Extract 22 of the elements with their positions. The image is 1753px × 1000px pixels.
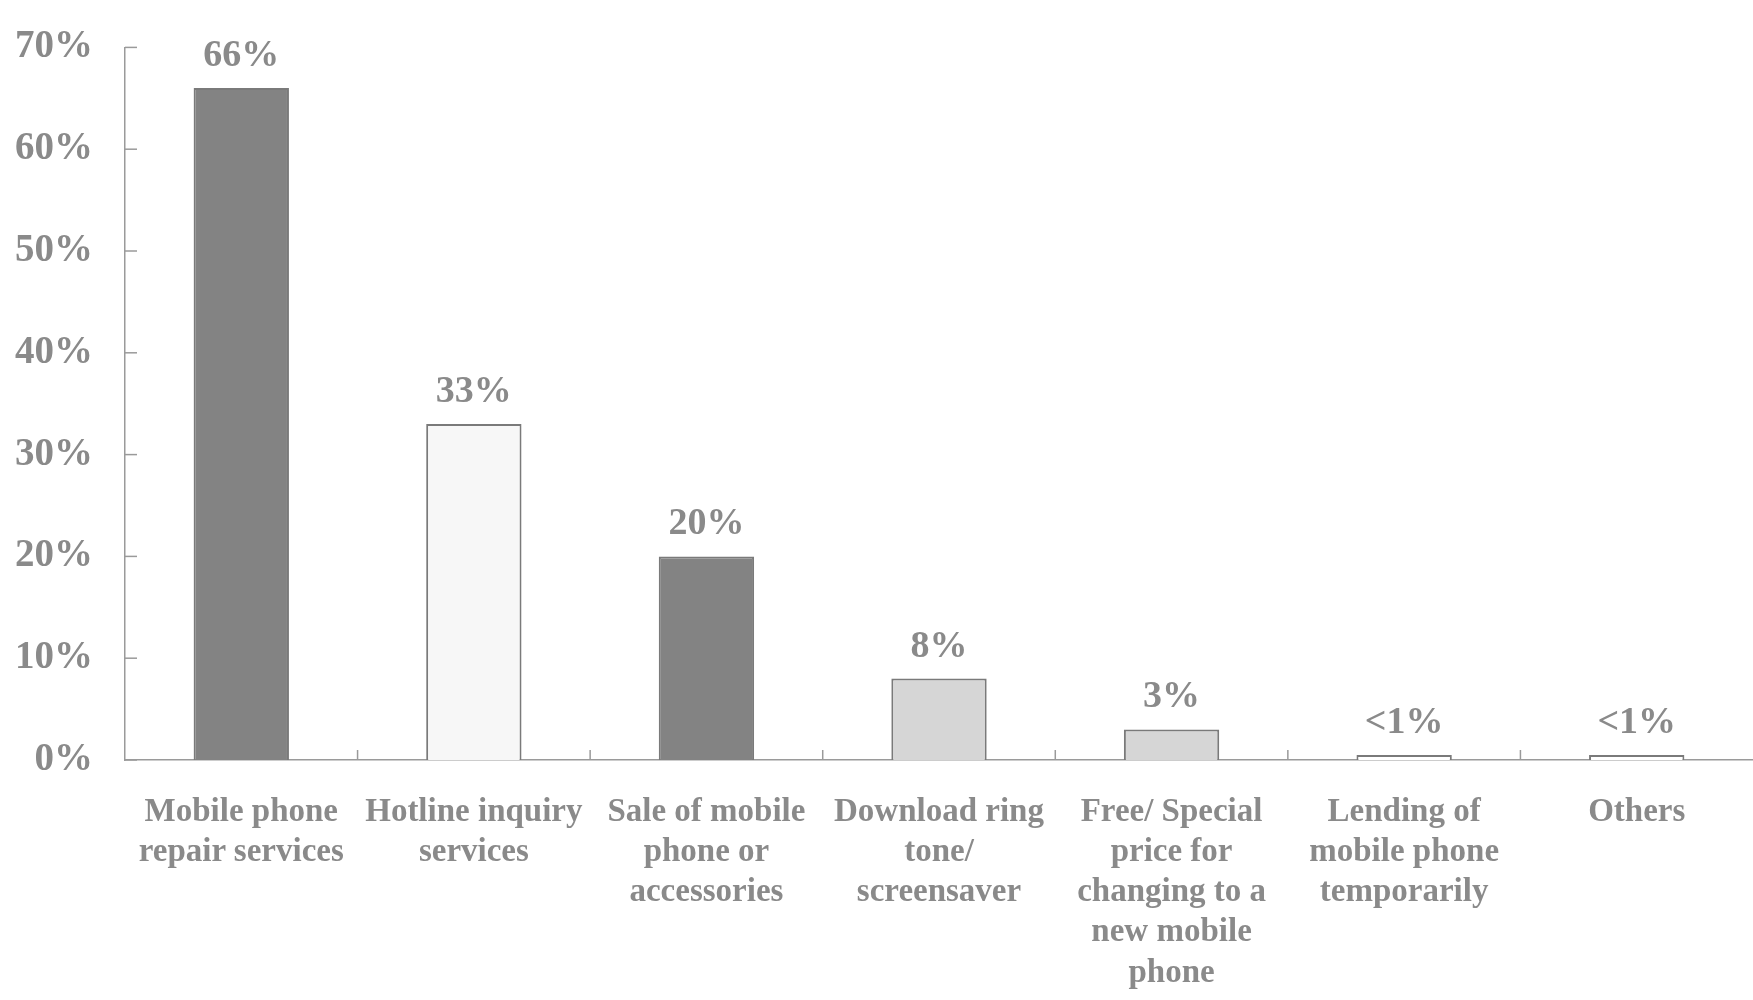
y-tick-label: 30% xyxy=(15,429,93,473)
x-tick-label: Mobile phone repair services xyxy=(138,791,344,868)
y-tick-label: 60% xyxy=(15,124,93,168)
x-tick-label: Download ring tone/ screensaver xyxy=(834,791,1045,909)
data-label: 8% xyxy=(910,622,968,665)
x-tick-label: Sale of mobile phone or accessories xyxy=(607,791,806,909)
data-label: 33% xyxy=(435,368,512,411)
x-tick-label: Free/ Special price for changing to a new mobile phone xyxy=(1077,791,1267,989)
y-tick-label: 50% xyxy=(15,226,93,270)
y-tick-label: 70% xyxy=(15,22,93,66)
y-tick-label: 10% xyxy=(15,633,93,677)
data-label: <1% xyxy=(1597,698,1677,741)
data-label: 3% xyxy=(1143,673,1201,716)
x-tick-label: Hotline inquiry services xyxy=(365,791,583,868)
data-label: 66% xyxy=(203,32,280,75)
y-tick-label: 20% xyxy=(15,531,93,575)
y-tick-label: 40% xyxy=(15,327,93,371)
data-label: <1% xyxy=(1364,698,1444,741)
y-tick-label: 0% xyxy=(34,735,93,779)
x-tick-label: Others xyxy=(1588,791,1686,828)
x-tick-label: Lending of mobile phone temporarily xyxy=(1309,791,1500,909)
data-label: 20% xyxy=(668,500,745,543)
